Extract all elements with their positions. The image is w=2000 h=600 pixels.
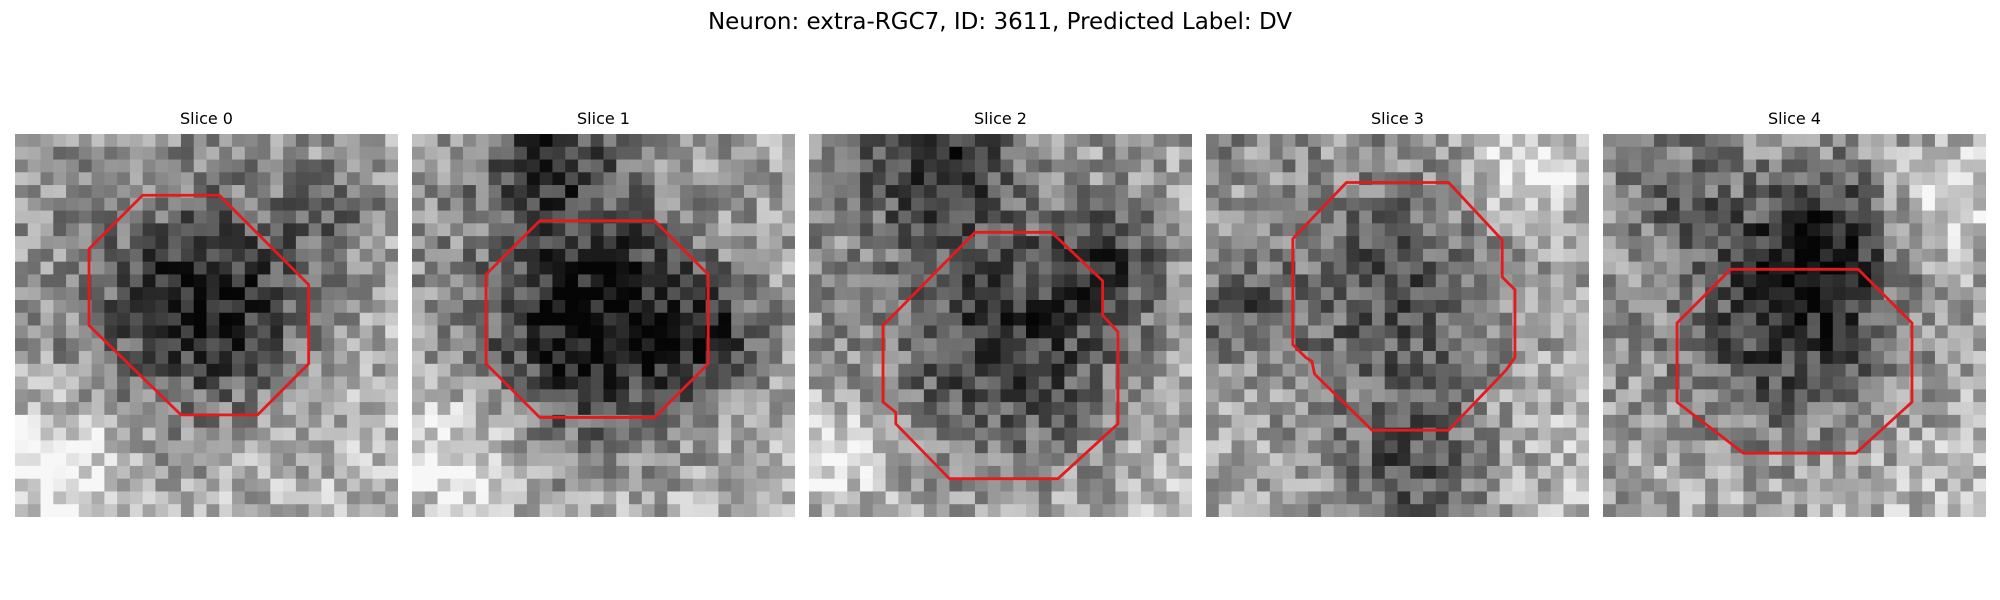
pixel-grid bbox=[809, 134, 1192, 517]
slice-title: Slice 0 bbox=[180, 109, 233, 128]
figure-title: Neuron: extra-RGC7, ID: 3611, Predicted … bbox=[707, 9, 1293, 35]
roi-contour bbox=[1291, 181, 1517, 432]
slice-title: Slice 4 bbox=[1768, 109, 1821, 128]
pixel-grid bbox=[412, 134, 795, 517]
slice-image bbox=[809, 134, 1192, 517]
pixel-grid bbox=[15, 134, 398, 517]
slice-title: Slice 1 bbox=[577, 109, 630, 128]
roi-contour bbox=[881, 230, 1120, 481]
slice-image bbox=[1206, 134, 1589, 517]
slice-image bbox=[1603, 134, 1986, 517]
slice-title: Slice 2 bbox=[974, 109, 1027, 128]
roi-contour bbox=[484, 219, 710, 419]
pixel-grid bbox=[1206, 134, 1589, 517]
slice-image bbox=[15, 134, 398, 517]
roi-contour bbox=[1675, 267, 1914, 455]
roi-contour bbox=[87, 193, 311, 417]
slice-image bbox=[412, 134, 795, 517]
pixel-grid bbox=[1603, 134, 1986, 517]
slice-title: Slice 3 bbox=[1371, 109, 1424, 128]
